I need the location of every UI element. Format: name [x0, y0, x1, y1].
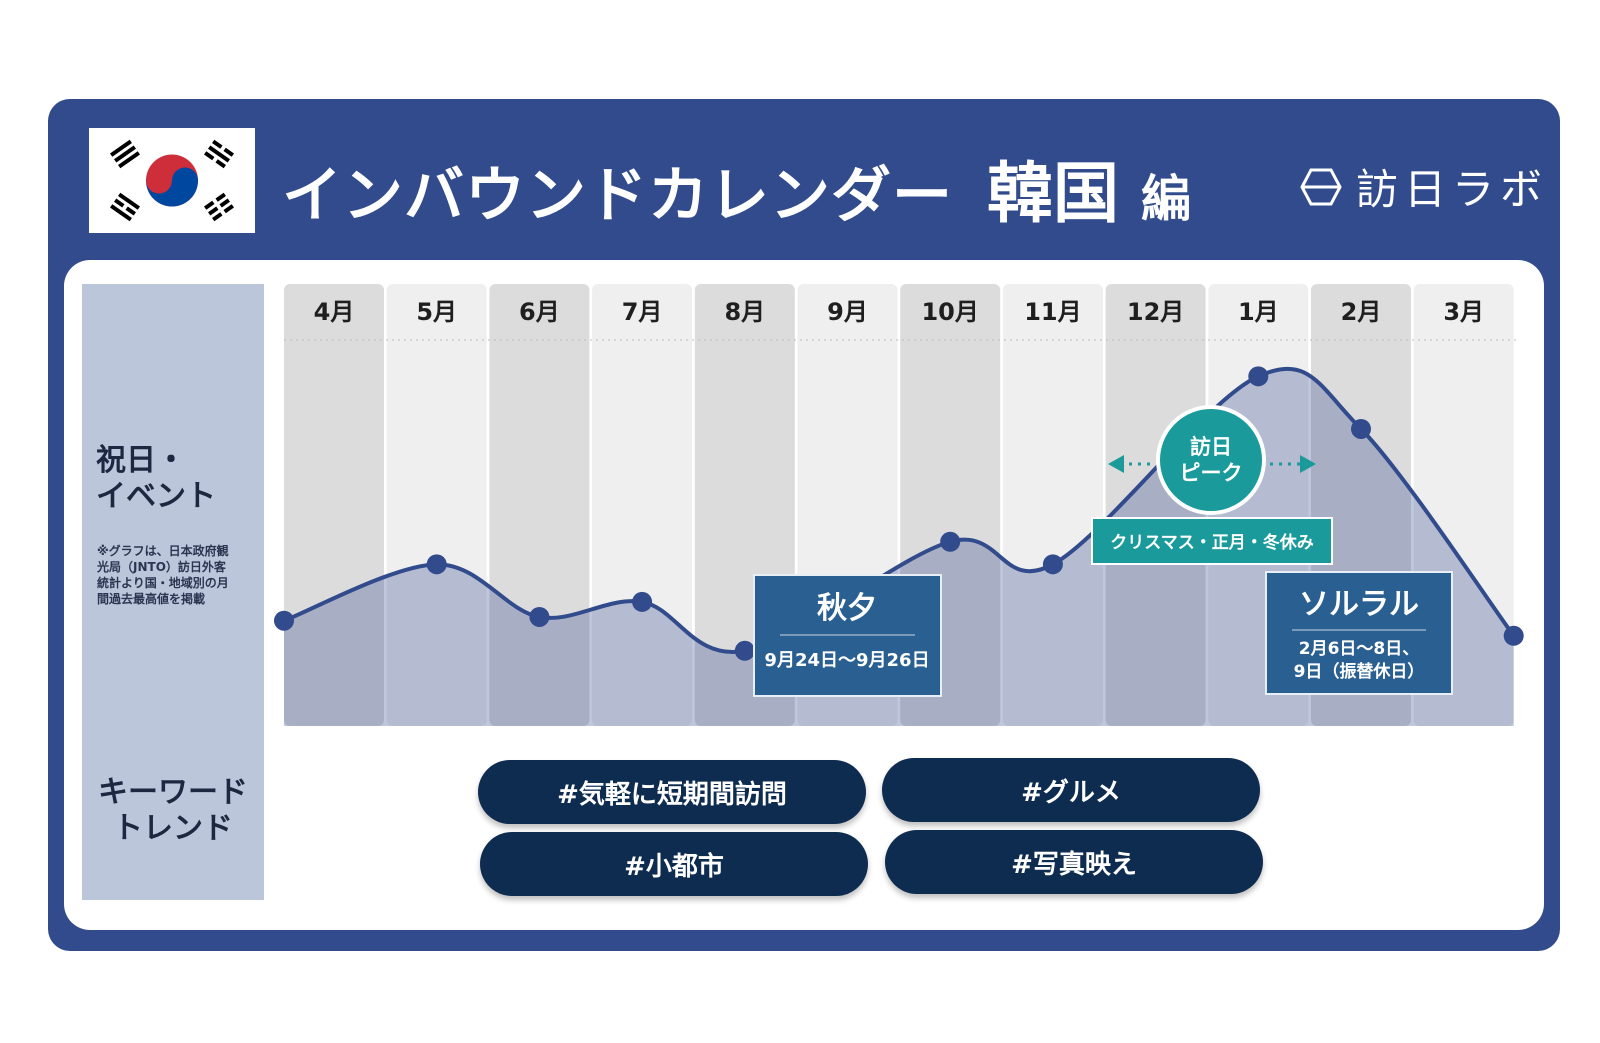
x-tick-label: 10月: [921, 298, 978, 326]
event-title: 秋夕: [817, 591, 877, 626]
keyword-tag: #写真映え: [885, 830, 1263, 894]
chart-note: ※グラフは、日本政府観 光局（JNTO）訪日外客 統計より国・地域別の月 間過去…: [97, 543, 257, 607]
x-tick-label: 8月: [724, 298, 765, 326]
arrow-left-icon: [1108, 455, 1124, 473]
month-column: [1002, 284, 1103, 726]
arrow-right-icon: [1300, 455, 1316, 473]
x-tick-label: 11月: [1024, 298, 1081, 326]
peak-badge: [1156, 405, 1266, 515]
keyword-tag: #気軽に短期間訪問: [478, 760, 866, 824]
x-tick-label: 7月: [622, 298, 663, 326]
x-tick-label: 4月: [314, 298, 355, 326]
note-line: ※グラフは、日本政府観: [97, 544, 229, 558]
data-point: [426, 554, 447, 575]
keywords-label-line2: トレンド: [113, 811, 233, 846]
keyword-tag: #小都市: [480, 832, 868, 896]
month-column: [386, 284, 487, 726]
data-point: [1042, 554, 1063, 575]
data-point: [1503, 625, 1524, 646]
event-title: ソルラル: [1299, 587, 1419, 622]
data-point: [1351, 418, 1371, 439]
data-point: [274, 610, 294, 631]
title-suffix: 編: [1141, 170, 1191, 228]
events-label-line1: 祝日・: [96, 443, 186, 478]
month-column: [284, 284, 384, 726]
events-label-line2: イベント: [96, 479, 216, 514]
keywords-label-line1: キーワード: [98, 775, 248, 810]
data-point: [734, 640, 755, 661]
x-tick-label: 6月: [519, 298, 560, 326]
event-label-winter: [1091, 517, 1333, 565]
note-line: 光局（JNTO）訪日外客: [97, 560, 226, 574]
x-tick-label: 1月: [1238, 298, 1279, 326]
data-point: [1248, 366, 1269, 387]
note-line: 統計より国・地域別の月: [97, 576, 229, 590]
peak-badge-text: 訪日: [1190, 435, 1232, 459]
hexagon-logo-icon: [1300, 168, 1342, 205]
data-point: [529, 606, 550, 627]
note-line: 間過去最高値を掲載: [97, 592, 206, 606]
x-tick-label: 12月: [1127, 298, 1184, 326]
event-date: 9月24日～9月26日: [764, 650, 929, 671]
peak-badge-text: ピーク: [1180, 461, 1243, 485]
event-date: 2月6日～8日、: [1299, 639, 1420, 659]
keyword-tag: #グルメ: [882, 758, 1260, 822]
event-box-seollal: [1265, 571, 1453, 695]
x-tick-label: 2月: [1341, 298, 1382, 326]
data-point: [940, 531, 961, 552]
brand-name: 訪日ラボ: [1356, 165, 1549, 214]
events-label: 祝日・ イベント: [96, 443, 216, 515]
page-title: インバウンドカレンダー 韓国 編: [282, 140, 1191, 232]
series-line: [283, 366, 1516, 655]
event-date: 9日（振替休日）: [1294, 661, 1425, 682]
brand-logo: 訪日ラボ: [1300, 156, 1548, 217]
keywords-label: キーワード トレンド: [84, 775, 262, 847]
data-point: [632, 591, 653, 612]
event-label-text: クリスマス・正月・冬休み: [1110, 532, 1314, 553]
south-korea-flag-icon: [89, 128, 255, 233]
title-main: インバウンドカレンダー: [282, 161, 953, 231]
x-tick-label: 9月: [827, 298, 868, 326]
title-country: 韓国: [987, 155, 1119, 232]
x-tick-label: 3月: [1443, 298, 1484, 326]
month-column: [1105, 284, 1206, 726]
sidebar: [82, 284, 264, 900]
x-tick-label: 5月: [416, 298, 457, 326]
